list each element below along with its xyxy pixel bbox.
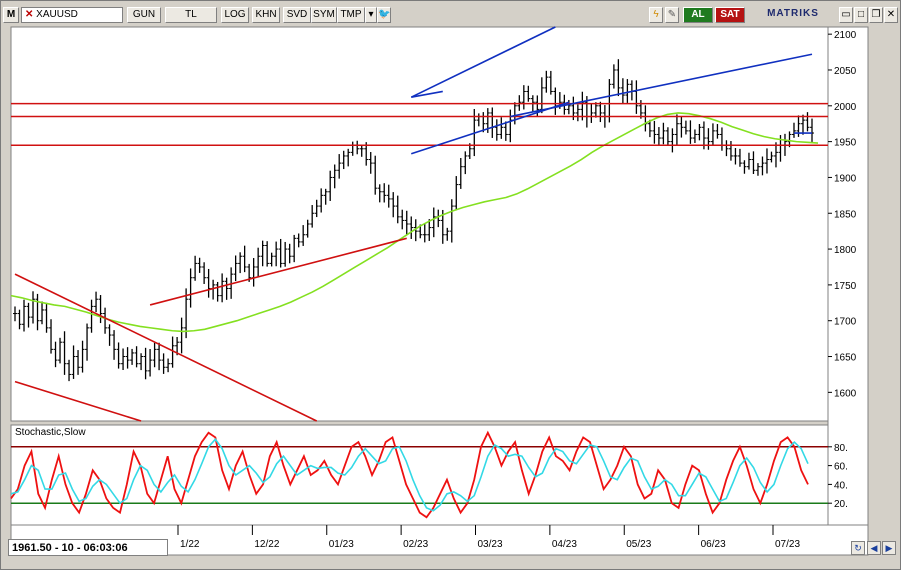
period-button[interactable]: GUN <box>127 7 161 23</box>
time-tick-label: 05/23 <box>626 539 651 550</box>
price-tick-label: 1850 <box>834 209 857 220</box>
symbol-field[interactable]: ✕ XAUUSD <box>21 7 123 23</box>
stochastic-d-line <box>10 438 809 512</box>
price-tick-label: 2000 <box>834 102 857 113</box>
stochastic-tick-label: 40. <box>834 480 848 491</box>
price-tick-label: 1800 <box>834 245 857 256</box>
khn-button[interactable]: KHN <box>252 7 280 23</box>
channel-bottom-line <box>410 101 570 155</box>
buy-button[interactable]: AL <box>683 7 713 23</box>
symbol-label: XAUUSD <box>36 9 78 20</box>
minimize-icon[interactable]: ▭ <box>839 7 853 23</box>
price-tick-label: 1650 <box>834 353 857 364</box>
time-tick-label: 06/23 <box>701 539 726 550</box>
sell-button[interactable]: SAT <box>715 7 745 23</box>
channel-extension-line <box>510 53 813 118</box>
log-button[interactable]: LOG <box>221 7 249 23</box>
price-tick-label: 1950 <box>834 138 857 149</box>
price-tick-label: 1900 <box>834 173 857 184</box>
stochastic-tick-label: 20. <box>834 499 848 510</box>
scroll-left-icon[interactable]: ◀ <box>867 541 881 555</box>
chart-area[interactable]: 1600 1650 1700 1750 1800 1850 1900 1950 2000 2050… <box>3 25 898 563</box>
time-tick-label: 02/23 <box>403 539 428 550</box>
svd-button[interactable]: SVD <box>283 7 311 23</box>
toolbar: M ✕ XAUUSD GUN TL LOG KHN SVD SYM TMP ▾ … <box>3 4 899 24</box>
maximize-icon[interactable]: □ <box>854 7 868 23</box>
price-tick-label: 1600 <box>834 388 857 399</box>
refresh-icon[interactable]: ϟ <box>649 7 663 23</box>
downtrend-channel-line <box>14 380 142 422</box>
price-tick-label: 2100 <box>834 30 857 41</box>
price-axis <box>827 26 869 526</box>
edit-icon[interactable]: ✎ <box>665 7 679 23</box>
close-window-icon[interactable]: ✕ <box>884 7 898 23</box>
dropdown-arrow-icon[interactable]: ▾ <box>365 7 377 23</box>
close-icon[interactable]: ✕ <box>25 9 34 20</box>
sym-button[interactable]: SYM <box>311 7 337 23</box>
time-tick-label: 07/23 <box>775 539 800 550</box>
time-tick-label: 01/23 <box>329 539 354 550</box>
stochastic-k-line <box>10 430 809 519</box>
downtrend-channel-line <box>14 273 318 422</box>
price-tick-label: 1750 <box>834 281 857 292</box>
stochastic-tick-label: 80. <box>834 443 848 454</box>
moving-average-line <box>10 112 819 333</box>
price-tick-label: 1700 <box>834 317 857 328</box>
scroll-right-icon[interactable]: ▶ <box>882 541 896 555</box>
price-tick-label: 2050 <box>834 66 857 77</box>
time-tick-label: 12/22 <box>254 539 279 550</box>
tmp-button[interactable]: TMP <box>337 7 365 23</box>
time-tick-label: 03/23 <box>478 539 503 550</box>
price-readout: 1961.50 - 10 - 06:03:06 <box>8 539 168 556</box>
stochastic-panel[interactable] <box>10 424 829 526</box>
app-icon[interactable]: M <box>3 7 19 23</box>
restore-icon[interactable]: ❐ <box>869 7 883 23</box>
uptrend-support-line <box>149 237 407 306</box>
currency-button[interactable]: TL <box>165 7 217 23</box>
status-bar: 1961.50 - 10 - 06:03:06 ↻ ◀ ▶ <box>3 537 898 559</box>
time-tick-label: 1/22 <box>180 539 200 550</box>
channel-top-line <box>411 90 443 98</box>
stochastic-title: Stochastic,Slow <box>15 427 86 438</box>
brand-logo: MATRIKS <box>755 7 831 23</box>
channel-top-line <box>410 26 556 98</box>
price-panel[interactable] <box>10 26 829 422</box>
sync-icon[interactable]: ↻ <box>851 541 865 555</box>
twitter-icon[interactable]: 🐦 <box>377 7 391 23</box>
chart-svg[interactable]: 1600 1650 1700 1750 1800 1850 1900 1950 2000 2050… <box>3 25 898 563</box>
stochastic-tick-label: 60. <box>834 462 848 473</box>
time-tick-label: 04/23 <box>552 539 577 550</box>
